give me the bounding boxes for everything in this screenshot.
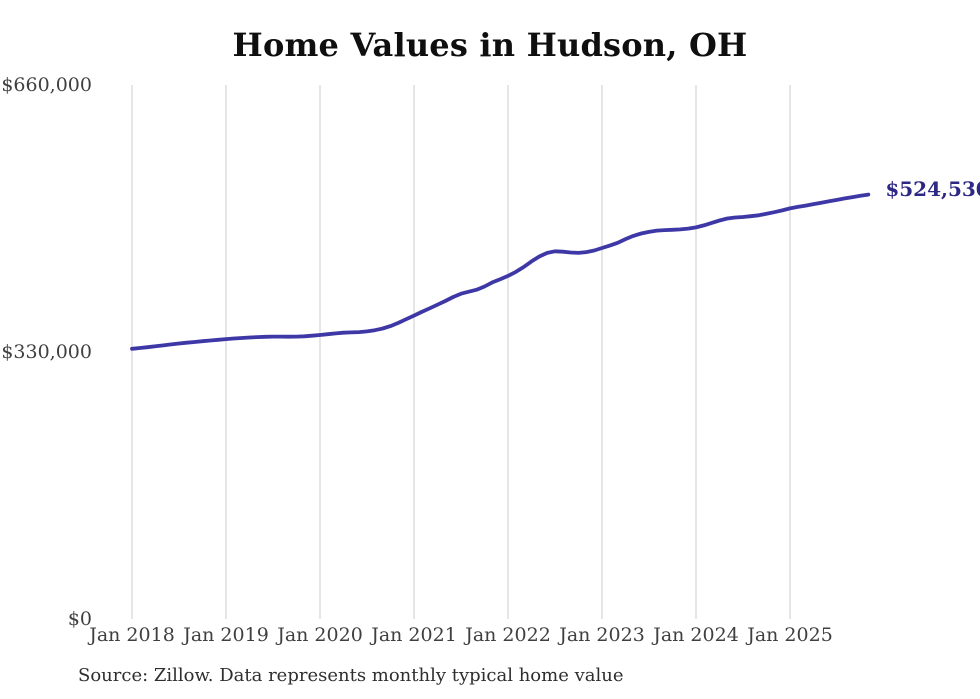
x-tick-label: Jan 2018 xyxy=(89,624,175,646)
latest-value-label: $524,530 xyxy=(885,176,980,201)
home-value-series-line xyxy=(130,192,871,351)
x-tick-label: Jan 2021 xyxy=(371,624,457,646)
x-tick-label: Jan 2020 xyxy=(277,624,363,646)
y-tick-label: $330,000 xyxy=(1,341,92,363)
x-tick-label: Jan 2025 xyxy=(747,624,833,646)
x-tick-label: Jan 2022 xyxy=(465,624,551,646)
source-note: Source: Zillow. Data represents monthly … xyxy=(78,665,624,686)
x-tick-label: Jan 2023 xyxy=(559,624,645,646)
x-tick-label: Jan 2024 xyxy=(653,624,739,646)
vertical-gridlines xyxy=(131,85,791,619)
x-tick-label: Jan 2019 xyxy=(183,624,269,646)
y-tick-label: $660,000 xyxy=(1,74,92,96)
y-tick-label: $0 xyxy=(67,608,92,630)
chart-title: Home Values in Hudson, OH xyxy=(232,26,748,64)
